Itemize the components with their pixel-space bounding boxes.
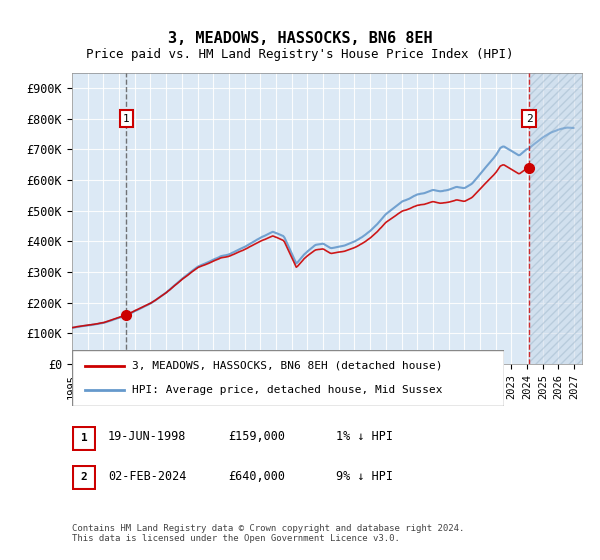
Text: 02-FEB-2024: 02-FEB-2024 bbox=[108, 469, 187, 483]
Text: 1% ↓ HPI: 1% ↓ HPI bbox=[336, 430, 393, 444]
Text: 3, MEADOWS, HASSOCKS, BN6 8EH (detached house): 3, MEADOWS, HASSOCKS, BN6 8EH (detached … bbox=[133, 361, 443, 371]
FancyBboxPatch shape bbox=[73, 427, 95, 450]
Text: 19-JUN-1998: 19-JUN-1998 bbox=[108, 430, 187, 444]
Text: 1: 1 bbox=[80, 433, 88, 443]
Text: £159,000: £159,000 bbox=[228, 430, 285, 444]
Text: 3, MEADOWS, HASSOCKS, BN6 8EH: 3, MEADOWS, HASSOCKS, BN6 8EH bbox=[167, 31, 433, 46]
Bar bbox=[529, 73, 582, 364]
Text: Contains HM Land Registry data © Crown copyright and database right 2024.
This d: Contains HM Land Registry data © Crown c… bbox=[72, 524, 464, 543]
Text: HPI: Average price, detached house, Mid Sussex: HPI: Average price, detached house, Mid … bbox=[133, 385, 443, 395]
Text: 9% ↓ HPI: 9% ↓ HPI bbox=[336, 469, 393, 483]
Text: Price paid vs. HM Land Registry's House Price Index (HPI): Price paid vs. HM Land Registry's House … bbox=[86, 48, 514, 60]
FancyBboxPatch shape bbox=[72, 350, 504, 406]
Text: 1: 1 bbox=[123, 114, 130, 124]
Text: 2: 2 bbox=[526, 114, 532, 124]
Text: 2: 2 bbox=[80, 473, 88, 482]
Text: £640,000: £640,000 bbox=[228, 469, 285, 483]
FancyBboxPatch shape bbox=[73, 466, 95, 489]
